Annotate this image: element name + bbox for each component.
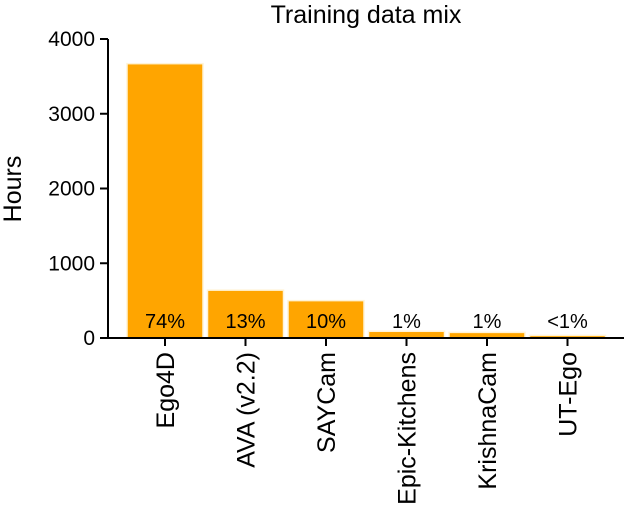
- data-label: 1%: [392, 311, 421, 333]
- bar: [126, 62, 204, 339]
- data-label: 13%: [225, 311, 265, 333]
- x-tick-label: Ego4D: [152, 352, 180, 428]
- chart-title: Training data mix: [271, 1, 462, 29]
- data-label: 1%: [473, 311, 502, 333]
- y-tick-label: 4000: [48, 28, 95, 51]
- y-tick-label: 1000: [48, 252, 95, 275]
- bar: [287, 299, 365, 339]
- y-tick-label: 0: [83, 327, 95, 350]
- y-axis-label: Hours: [0, 156, 27, 223]
- y-tick-label: 2000: [48, 178, 95, 201]
- plot-area: 74% Ego4D 13% AVA (v2.2) 10% SAYCam 1% Epic-Kit…: [48, 28, 624, 505]
- data-label: <1%: [547, 311, 588, 333]
- x-tick-label: KrishnaCam: [474, 352, 502, 490]
- data-label: 10%: [306, 311, 346, 333]
- data-label: 74%: [145, 311, 185, 333]
- y-tick-label: 3000: [48, 103, 95, 126]
- x-tick-label: AVA (v2.2): [233, 352, 261, 468]
- x-tick-label: Epic-Kitchens: [394, 352, 422, 505]
- x-tick-label: SAYCam: [313, 352, 341, 453]
- x-tick-label: UT-Ego: [555, 352, 583, 437]
